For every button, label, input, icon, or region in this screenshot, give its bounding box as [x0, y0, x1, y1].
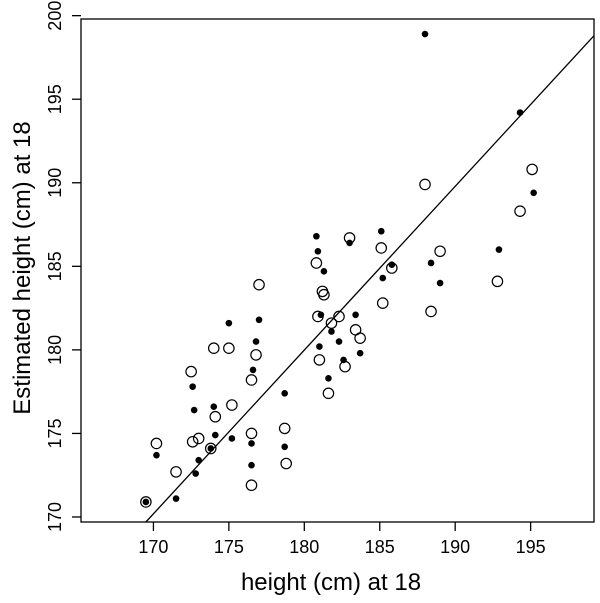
x-axis-label: height (cm) at 18 — [241, 569, 421, 596]
open-point — [186, 435, 199, 448]
filled-point — [225, 319, 233, 327]
open-point — [322, 387, 335, 400]
filled-point — [255, 316, 263, 324]
open-point — [526, 163, 538, 176]
filled-point — [320, 268, 328, 275]
plot-frame — [80, 18, 595, 523]
open-point — [245, 374, 258, 386]
open-point — [250, 349, 262, 361]
x-axis: 170 175 180 185 190 195 — [138, 522, 546, 557]
open-point — [376, 297, 389, 309]
filled-point — [325, 374, 332, 382]
open-point — [425, 305, 437, 318]
y-tick-label: 185 — [45, 251, 65, 281]
filled-point — [281, 390, 288, 397]
open-point — [354, 332, 366, 344]
filled-point — [228, 435, 236, 442]
open-point — [419, 178, 431, 191]
filled-point — [421, 30, 429, 38]
x-tick-label: 175 — [214, 537, 244, 557]
open-point — [514, 205, 526, 217]
filled-point — [252, 338, 260, 345]
data-points — [140, 30, 538, 508]
filled-point — [248, 461, 255, 469]
filled-point — [495, 246, 503, 253]
open-point — [310, 257, 323, 269]
open-point — [280, 457, 292, 470]
filled-point — [352, 311, 359, 319]
open-point — [343, 232, 356, 244]
open-point — [204, 442, 217, 455]
open-point — [223, 342, 235, 355]
open-point — [209, 410, 222, 423]
y-tick-label: 170 — [45, 502, 65, 532]
open-point — [226, 399, 238, 411]
y-axis: 170 175 180 185 190 195 200 — [45, 1, 81, 532]
open-point — [150, 437, 163, 450]
filled-point — [313, 232, 320, 240]
x-tick-label: 195 — [516, 537, 546, 557]
x-tick-label: 180 — [289, 537, 319, 557]
filled-point — [281, 443, 288, 451]
filled-point — [335, 338, 343, 345]
filled-point — [436, 279, 444, 287]
filled-point — [316, 343, 323, 350]
x-tick-label: 185 — [365, 537, 395, 557]
open-point — [375, 242, 388, 254]
open-point — [325, 317, 338, 329]
filled-point — [328, 328, 335, 335]
filled-point — [248, 440, 255, 447]
open-point — [192, 432, 205, 445]
filled-point — [211, 431, 219, 439]
filled-point — [172, 495, 180, 502]
open-point — [313, 354, 326, 366]
open-point — [339, 360, 351, 373]
filled-point — [207, 445, 215, 452]
open-point — [207, 342, 220, 355]
y-axis-label: Estimated height (cm) at 18 — [9, 121, 36, 414]
filled-point — [195, 456, 202, 464]
filled-point — [190, 406, 198, 414]
open-point — [185, 365, 197, 378]
y-tick-label: 180 — [45, 335, 65, 365]
x-tick-label: 190 — [440, 537, 470, 557]
y-tick-label: 200 — [45, 1, 65, 31]
filled-point — [249, 366, 257, 374]
open-point — [245, 479, 258, 492]
open-point — [140, 496, 152, 508]
x-tick-label: 170 — [138, 537, 168, 557]
y-tick-label: 175 — [45, 418, 65, 448]
reference-line — [145, 35, 595, 523]
filled-point — [356, 349, 364, 357]
open-point — [278, 422, 291, 435]
open-point — [434, 245, 446, 258]
filled-point — [189, 383, 196, 390]
filled-point — [314, 247, 322, 255]
open-point — [318, 288, 330, 301]
open-point — [386, 262, 398, 274]
open-point — [312, 310, 324, 323]
filled-point — [516, 109, 524, 116]
open-point — [170, 466, 182, 478]
filled-point — [427, 259, 435, 267]
filled-point — [210, 403, 218, 410]
filled-point — [142, 498, 150, 506]
open-point — [253, 278, 265, 291]
filled-point — [377, 227, 385, 235]
filled-point — [530, 189, 537, 197]
open-point — [245, 427, 258, 440]
filled-point — [379, 274, 387, 282]
open-point — [333, 310, 345, 323]
filled-point — [192, 470, 199, 477]
filled-point — [153, 451, 160, 459]
y-tick-label: 190 — [45, 168, 65, 198]
open-point — [491, 275, 504, 288]
y-tick-label: 195 — [45, 84, 65, 114]
